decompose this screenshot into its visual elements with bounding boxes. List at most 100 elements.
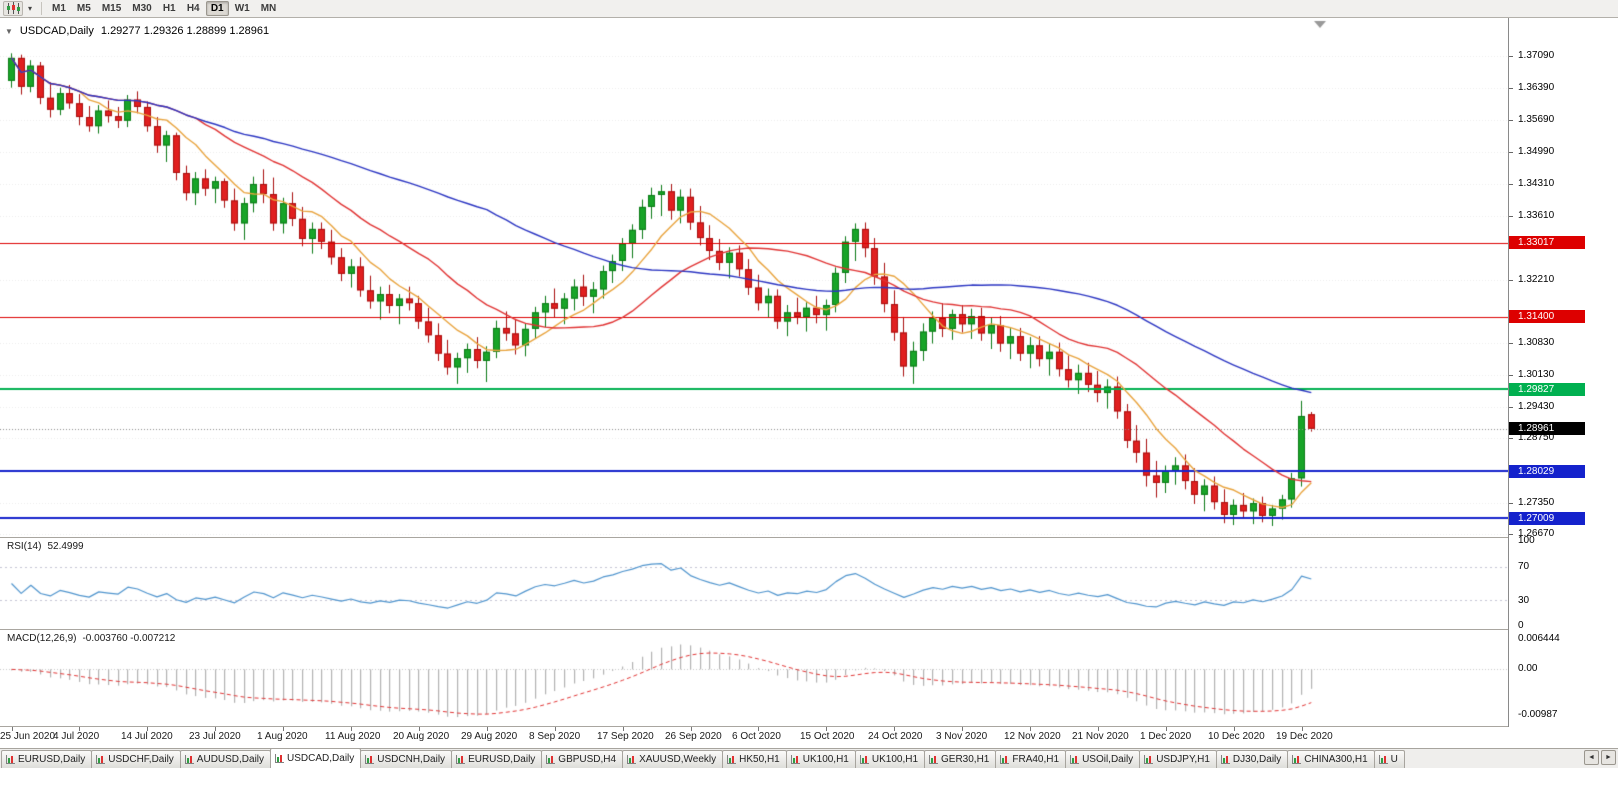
chart-type-dropdown-icon[interactable]: ▾ bbox=[27, 4, 32, 13]
time-axis-tick bbox=[147, 727, 148, 731]
chart-icon bbox=[1000, 755, 1010, 764]
price-axis-label: 1.34310 bbox=[1518, 178, 1555, 189]
panel-separator[interactable] bbox=[0, 629, 1618, 630]
chart-tab[interactable]: EURUSD,Daily bbox=[451, 750, 543, 768]
chart-tab[interactable]: FRA40,H1 bbox=[995, 750, 1067, 768]
rsi-indicator-canvas[interactable] bbox=[0, 538, 1508, 629]
chart-tab-label: EURUSD,Daily bbox=[468, 754, 536, 765]
time-axis-tick bbox=[1234, 727, 1235, 731]
price-axis-label: 1.37090 bbox=[1518, 50, 1555, 61]
timeframe-button-m30[interactable]: M30 bbox=[132, 3, 152, 14]
chart-tab[interactable]: CHINA300,H1 bbox=[1287, 750, 1375, 768]
chart-tab[interactable]: UK100,H1 bbox=[785, 750, 856, 768]
chart-tab-label: GER30,H1 bbox=[941, 754, 990, 765]
timeframe-button-w1[interactable]: W1 bbox=[234, 3, 250, 14]
hline-price-badge: 1.33017 bbox=[1509, 236, 1585, 249]
chart-tab-label: USOil,Daily bbox=[1082, 754, 1134, 765]
time-axis: 25 Jun 2020 4 Jul 2020 14 Jul 2020 23 Jul 2… bbox=[0, 727, 1508, 746]
time-axis-tick bbox=[283, 727, 284, 731]
timeframe-button-m1[interactable]: M1 bbox=[52, 3, 66, 14]
chart-tab[interactable]: USDCNH,Daily bbox=[360, 750, 453, 768]
chart-tab[interactable]: HK50,H1 bbox=[722, 750, 787, 768]
time-axis-label: 26 Sep 2020 bbox=[665, 731, 722, 742]
chart-tab[interactable]: DJ30,Daily bbox=[1215, 750, 1289, 768]
chart-tab-label: EURUSD,Daily bbox=[18, 754, 86, 765]
time-axis-label: 15 Oct 2020 bbox=[800, 731, 855, 742]
rsi-value: 52.4999 bbox=[47, 541, 84, 552]
tab-scroll-arrows: ◄ ► bbox=[1581, 750, 1616, 765]
time-axis-tick bbox=[1098, 727, 1099, 731]
time-axis-tick bbox=[758, 727, 759, 731]
chart-tab[interactable]: EURUSD,Daily bbox=[1, 750, 93, 768]
chart-tab[interactable]: USOil,Daily bbox=[1065, 750, 1141, 768]
chart-tab[interactable]: XAUUSD,Weekly bbox=[622, 750, 724, 768]
time-axis-label: 10 Dec 2020 bbox=[1208, 731, 1265, 742]
chart-tab-label: GBPUSD,H4 bbox=[558, 754, 617, 765]
tab-scroll-left-icon[interactable]: ◄ bbox=[1584, 750, 1599, 765]
chart-tab[interactable]: GBPUSD,H4 bbox=[541, 750, 624, 768]
chart-tab[interactable]: GER30,H1 bbox=[924, 750, 997, 768]
chart-tab[interactable]: U bbox=[1373, 750, 1405, 768]
time-axis-tick bbox=[79, 727, 80, 731]
time-axis-tick bbox=[351, 727, 352, 731]
time-axis-label: 1 Aug 2020 bbox=[257, 731, 308, 742]
chart-tab[interactable]: USDJPY,H1 bbox=[1139, 750, 1217, 768]
time-axis-tick bbox=[1030, 727, 1031, 731]
chart-icon bbox=[6, 755, 15, 764]
price-axis-tick bbox=[1509, 184, 1513, 185]
time-axis-label: 14 Jul 2020 bbox=[121, 731, 173, 742]
timeframe-button-m5[interactable]: M5 bbox=[76, 3, 91, 14]
rsi-axis-label: 30 bbox=[1518, 595, 1530, 606]
timeframe-buttons: M1 M5 M15 M30 H1 H4 D1 W1 MN bbox=[47, 1, 281, 16]
chart-tab-active[interactable]: USDCAD,Daily bbox=[270, 749, 362, 768]
time-axis-label: 21 Nov 2020 bbox=[1072, 731, 1129, 742]
price-axis-tick bbox=[1509, 375, 1513, 376]
chart-icon bbox=[627, 755, 637, 764]
price-axis-tick bbox=[1509, 343, 1513, 344]
price-axis-tick bbox=[1509, 216, 1513, 217]
time-axis-tick bbox=[1166, 727, 1167, 731]
candlestick-chart-icon[interactable] bbox=[3, 1, 23, 16]
time-axis-label: 23 Jul 2020 bbox=[189, 731, 241, 742]
chart-icon bbox=[790, 755, 800, 764]
chart-icon bbox=[456, 755, 466, 764]
tab-scroll-right-icon[interactable]: ► bbox=[1601, 750, 1616, 765]
timeframe-button-d1[interactable]: D1 bbox=[205, 1, 229, 16]
price-axis-label: 1.30830 bbox=[1518, 337, 1555, 348]
time-axis-tick bbox=[487, 727, 488, 731]
ohlc-values: 1.29277 1.29326 1.28899 1.28961 bbox=[100, 25, 270, 37]
timeframe-button-m15[interactable]: M15 bbox=[101, 3, 122, 14]
time-axis-label: 19 Dec 2020 bbox=[1276, 731, 1333, 742]
chart-icon bbox=[365, 755, 375, 764]
chart-icon bbox=[929, 755, 939, 764]
price-chart-canvas[interactable] bbox=[0, 18, 1508, 537]
price-axis-tick bbox=[1509, 152, 1513, 153]
chart-icon bbox=[1220, 755, 1230, 764]
chart-tab-label: U bbox=[1390, 754, 1398, 765]
chart-tab[interactable]: AUDUSD,Daily bbox=[179, 750, 272, 768]
time-axis-tick bbox=[894, 727, 895, 731]
price-axis-tick bbox=[1509, 280, 1513, 281]
macd-axis-label: 0.00 bbox=[1518, 663, 1538, 674]
price-axis-label: 1.27350 bbox=[1518, 497, 1555, 508]
time-axis-label: 8 Sep 2020 bbox=[529, 731, 581, 742]
chart-tab-label: AUDUSD,Daily bbox=[196, 754, 265, 765]
time-axis-label: 20 Aug 2020 bbox=[393, 731, 450, 742]
chart-tab[interactable]: USDCHF,Daily bbox=[91, 750, 181, 768]
chart-icon bbox=[859, 755, 869, 764]
time-axis-tick bbox=[1302, 727, 1303, 731]
chart-tabs-bar: EURUSD,Daily USDCHF,Daily AUDUSD,Daily USDC… bbox=[0, 748, 1618, 768]
timeframe-button-h4[interactable]: H4 bbox=[186, 3, 200, 14]
collapse-chart-icon[interactable]: ▼ bbox=[5, 26, 13, 36]
hline-price-badge: 1.31400 bbox=[1509, 310, 1585, 323]
rsi-name: RSI(14) bbox=[7, 541, 42, 552]
panel-separator[interactable] bbox=[0, 537, 1618, 538]
time-axis-label: 3 Nov 2020 bbox=[936, 731, 988, 742]
price-axis-tick bbox=[1509, 407, 1513, 408]
chart-tab[interactable]: UK100,H1 bbox=[854, 750, 926, 768]
timeframe-button-mn[interactable]: MN bbox=[260, 3, 277, 14]
timeframe-button-h1[interactable]: H1 bbox=[162, 3, 176, 14]
price-axis-tick bbox=[1509, 88, 1513, 89]
chart-tab-label: CHINA300,H1 bbox=[1304, 754, 1368, 765]
macd-indicator-canvas[interactable] bbox=[0, 630, 1508, 726]
